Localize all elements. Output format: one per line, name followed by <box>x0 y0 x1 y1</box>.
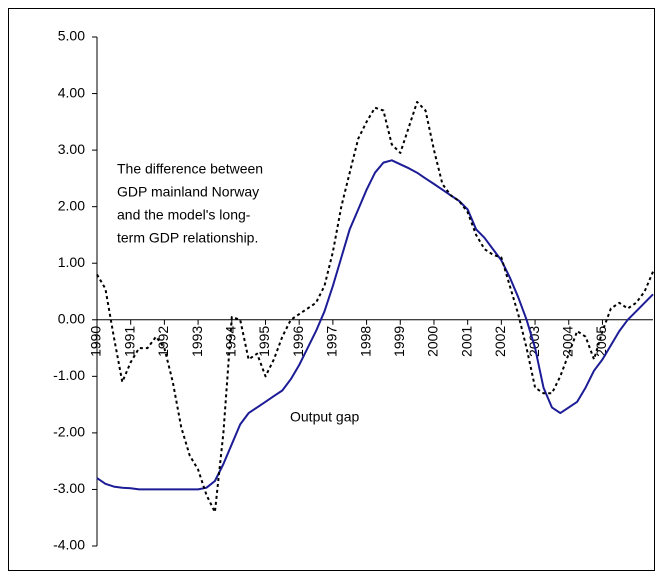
y-tick-label: -2.00 <box>53 424 85 440</box>
x-tick-label: 1998 <box>357 326 373 357</box>
y-tick-label: -1.00 <box>53 367 85 383</box>
x-tick-label: 2004 <box>559 326 575 357</box>
x-tick-label: 1999 <box>391 326 407 357</box>
y-tick-label: -3.00 <box>53 480 85 496</box>
x-tick-label: 1997 <box>324 326 340 357</box>
y-tick-label: 5.00 <box>58 28 85 44</box>
x-tick-label: 2001 <box>458 326 474 357</box>
y-tick-label: 4.00 <box>58 84 85 100</box>
x-tick-label: 2002 <box>492 326 508 357</box>
x-tick-label: 1990 <box>88 326 104 357</box>
y-tick-label: 0.00 <box>58 310 85 326</box>
x-tick-label: 1992 <box>155 326 171 357</box>
annotation: and the model's long- <box>117 207 251 223</box>
annotation: The difference between <box>117 161 263 177</box>
series-line <box>96 101 654 514</box>
annotation: GDP mainland Norway <box>117 184 259 200</box>
y-tick-label: -4.00 <box>53 537 85 553</box>
annotation: term GDP relationship. <box>117 230 258 246</box>
x-tick-label: 1993 <box>189 326 205 357</box>
annotation: Output gap <box>290 409 359 425</box>
y-tick-label: 3.00 <box>58 141 85 157</box>
x-tick-label: 2000 <box>425 326 441 357</box>
y-tick-label: 1.00 <box>58 254 85 270</box>
y-tick-label: 2.00 <box>58 197 85 213</box>
x-tick-label: 1996 <box>290 326 306 357</box>
series-line <box>96 159 654 491</box>
x-tick-label: 1995 <box>256 326 272 357</box>
x-tick-label: 1991 <box>121 326 137 357</box>
